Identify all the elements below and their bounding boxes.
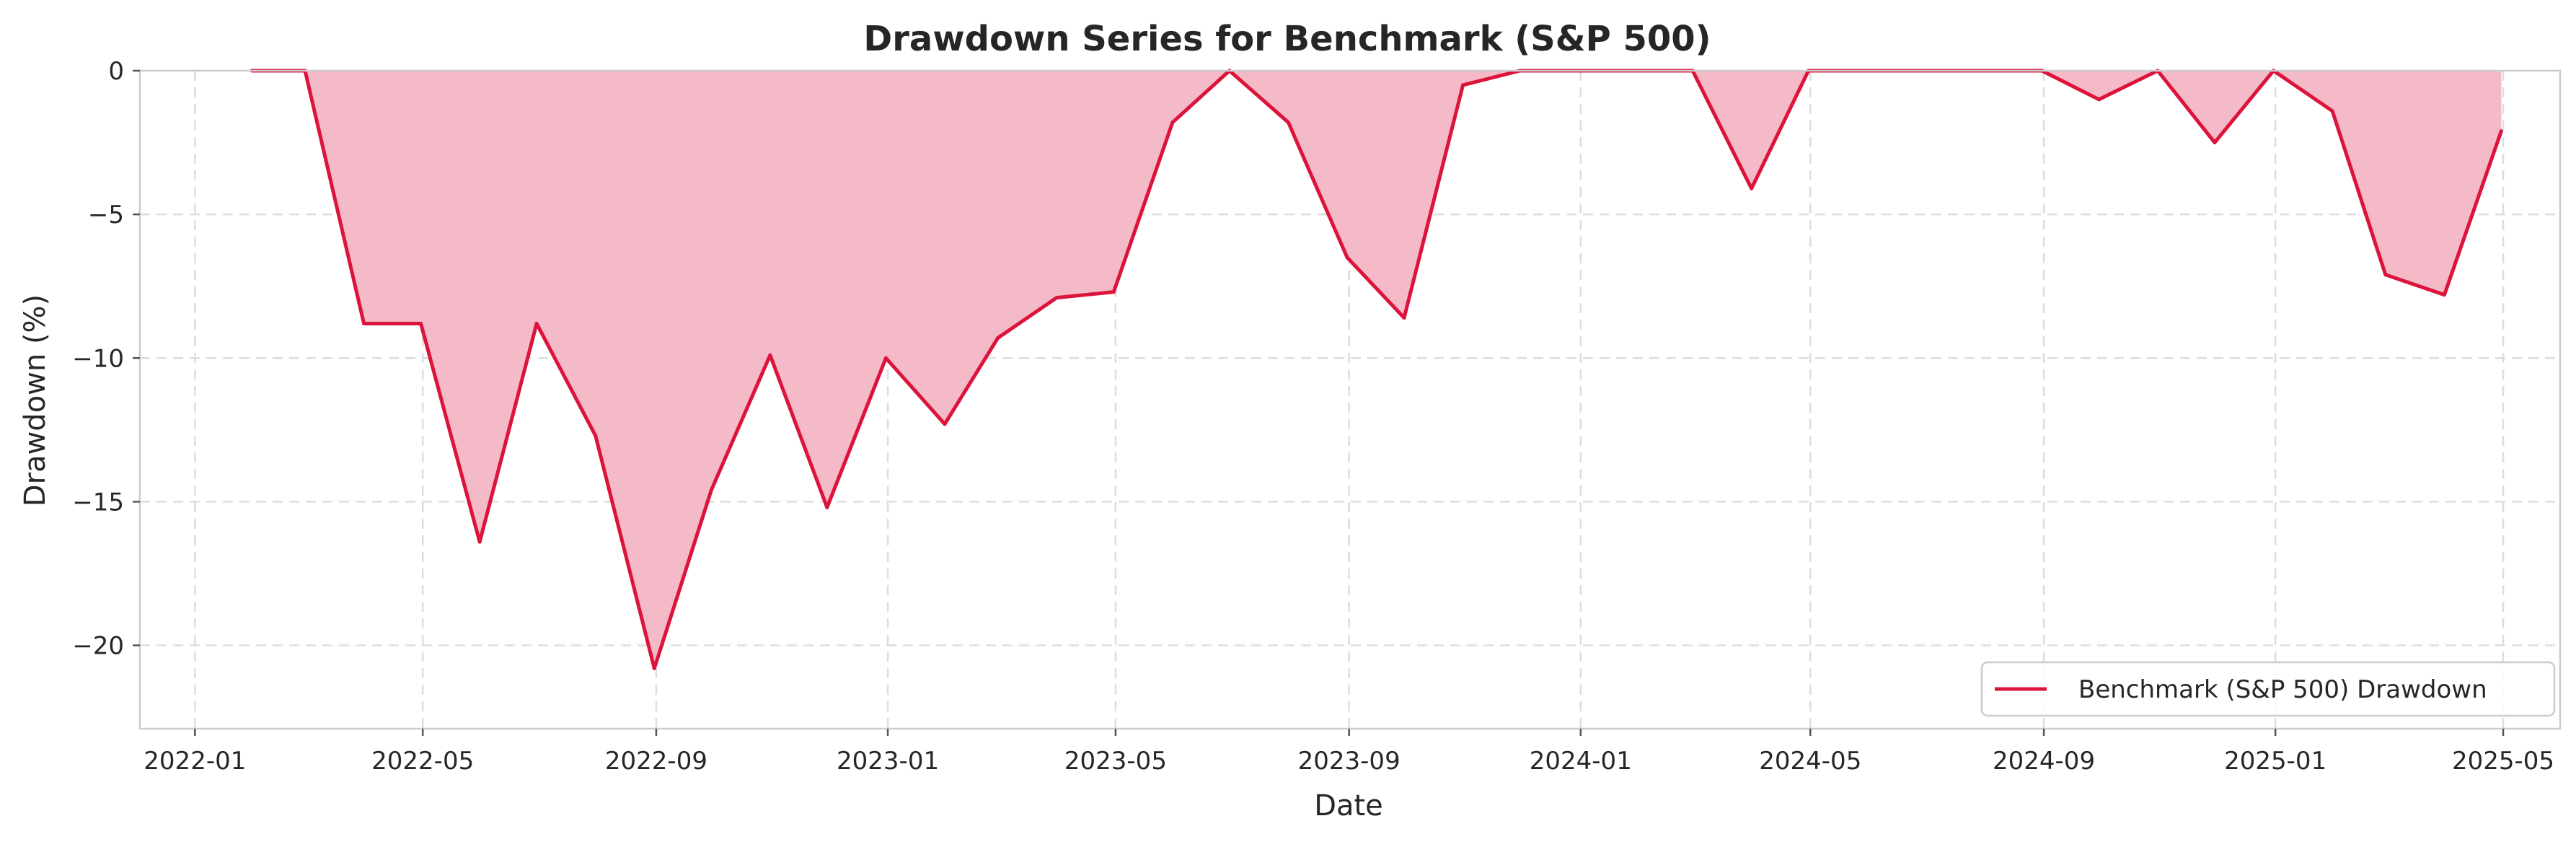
y-tick-label-1: −5 <box>88 201 124 229</box>
x-tick-label-1: 2022-05 <box>371 747 474 776</box>
x-tick-label-6: 2024-01 <box>1530 747 1632 776</box>
y-tick-label-3: −15 <box>72 488 124 517</box>
drawdown-point-19 <box>1345 255 1349 260</box>
drawdown-point-3 <box>419 321 423 325</box>
y-axis-ticks: 0 −5 −10 −15 −20 <box>72 57 140 661</box>
drawdown-point-14 <box>1054 296 1059 300</box>
drawdown-point-16 <box>1170 120 1175 125</box>
drawdown-point-11 <box>883 356 888 360</box>
chart-title: Drawdown Series for Benchmark (S&P 500) <box>863 19 1711 59</box>
drawdown-point-12 <box>943 422 947 426</box>
legend-label: Benchmark (S&P 500) Drawdown <box>2078 675 2487 704</box>
y-tick-label-4: −20 <box>72 632 124 661</box>
legend: Benchmark (S&P 500) Drawdown <box>1980 661 2556 717</box>
drawdown-point-20 <box>1402 315 1406 320</box>
series-layer <box>250 69 2503 670</box>
drawdown-point-2 <box>362 321 366 325</box>
x-axis-label: Date <box>1314 789 1383 822</box>
x-tick-label-9: 2025-01 <box>2224 747 2326 776</box>
drawdown-point-7 <box>652 666 656 670</box>
drawdown-point-36 <box>2330 109 2334 113</box>
x-tick-label-0: 2022-01 <box>144 747 246 776</box>
y-axis-label: Drawdown (%) <box>19 294 52 506</box>
x-tick-label-7: 2024-05 <box>1759 747 1861 776</box>
y-tick-label-2: −10 <box>72 344 124 373</box>
drawdown-point-5 <box>534 321 539 325</box>
drawdown-point-4 <box>477 540 482 544</box>
plot-frame <box>138 69 2562 730</box>
drawdown-point-34 <box>2213 141 2217 145</box>
x-axis-ticks: 2022-01 2022-05 2022-09 2023-01 2023-05 2023-… <box>144 729 2554 776</box>
drawdown-point-21 <box>1461 83 1465 87</box>
drawdown-point-32 <box>2096 97 2101 102</box>
y-tick-label-0: 0 <box>108 57 124 86</box>
drawdown-point-9 <box>768 353 772 357</box>
drawdown-point-6 <box>594 434 598 438</box>
drawdown-point-18 <box>1286 120 1290 125</box>
drawdown-point-26 <box>1750 186 1754 190</box>
x-tick-label-2: 2022-09 <box>605 747 707 776</box>
drawdown-point-15 <box>1111 290 1116 294</box>
drawdown-point-37 <box>2383 273 2388 277</box>
x-tick-label-10: 2025-05 <box>2452 747 2554 776</box>
drawdown-point-38 <box>2442 293 2446 297</box>
drawdown-area-0 <box>252 71 2502 669</box>
drawdown-point-10 <box>825 505 829 509</box>
drawdown-point-8 <box>709 488 713 492</box>
x-tick-label-3: 2023-01 <box>837 747 939 776</box>
x-tick-label-4: 2023-05 <box>1064 747 1167 776</box>
drawdown-point-39 <box>2499 129 2503 133</box>
legend-box <box>1980 661 2556 717</box>
drawdown-line-0 <box>252 69 2503 670</box>
x-tick-label-5: 2023-09 <box>1298 747 1401 776</box>
drawdown-point-13 <box>996 335 1000 340</box>
x-tick-label-8: 2024-09 <box>1993 747 2095 776</box>
